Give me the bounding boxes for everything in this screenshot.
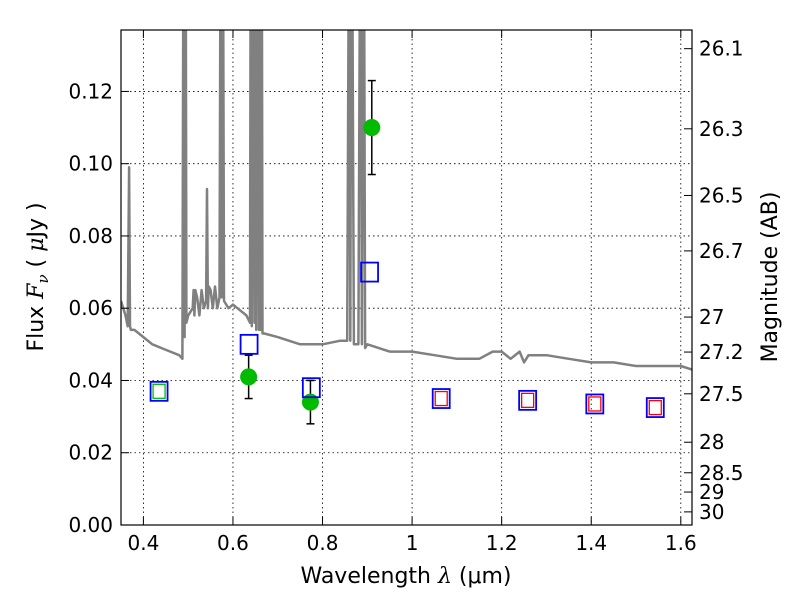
magnitude-tick-label: 27	[699, 305, 724, 329]
model-square-inner	[152, 383, 166, 399]
magnitude-axis-label: Magnitude (AB)	[758, 192, 783, 363]
y-tick-label: 0.00	[68, 513, 113, 537]
magnitude-tick-label: 27.2	[699, 340, 744, 364]
model-square-blue	[301, 377, 321, 399]
spectrum-line	[121, 30, 692, 371]
y-tick-label: 0.04	[68, 368, 113, 392]
x-tick-label: 0.4	[127, 531, 159, 555]
model-square-inner	[588, 396, 602, 412]
magnitude-tick-label: 30	[699, 500, 724, 524]
model-square-blue	[518, 389, 538, 411]
model-square-blue	[239, 333, 259, 355]
magnitude-tick-label: 26.5	[699, 183, 744, 207]
x-tick-label: 1.4	[575, 531, 607, 555]
x-tick-label: 1.2	[486, 531, 518, 555]
y-tick-label: 0.10	[68, 152, 113, 176]
model-square-blue	[431, 388, 451, 409]
magnitude-tick-label: 28	[699, 430, 724, 454]
model-square-inner	[520, 392, 535, 408]
model-square-blue	[149, 380, 169, 402]
observed-point	[363, 119, 381, 137]
y-tick-label: 0.06	[68, 296, 113, 320]
y-axis-label: Flux Fν ( μJy )	[24, 202, 52, 351]
magnitude-tick-label: 28.5	[699, 461, 744, 485]
plot-area	[121, 30, 692, 525]
observed-point	[301, 393, 319, 411]
y-tick-label: 0.08	[68, 224, 113, 248]
y-tick-label: 0.02	[68, 441, 113, 465]
magnitude-tick-label: 26.7	[699, 239, 744, 263]
y-tick-label: 0.12	[68, 79, 113, 103]
magnitude-tick-label: 27.5	[699, 382, 744, 406]
x-tick-label: 0.6	[217, 531, 249, 555]
magnitude-tick-label: 26.1	[699, 37, 744, 61]
magnitude-tick-label: 29	[699, 480, 724, 504]
magnitude-tick-label: 26.3	[699, 117, 744, 141]
model-square-blue	[645, 397, 665, 418]
x-tick-label: 1.6	[665, 531, 697, 555]
model-square-blue	[360, 261, 379, 283]
model-square-inner	[648, 399, 662, 416]
model-square-inner	[434, 390, 448, 407]
observed-point	[240, 368, 258, 386]
x-axis-label: Wavelength λ (μm)	[300, 564, 511, 589]
plot-frame	[120, 29, 693, 526]
x-tick-label: 0.8	[307, 531, 339, 555]
model-square-blue	[585, 393, 605, 415]
ticks: 0.4 0.6 0.8 1 1.2 1.4 1.6 0.00 0.02 0.04 0.06 0.08 0…	[68, 30, 744, 555]
x-tick-label: 1	[406, 531, 419, 555]
markers	[149, 79, 665, 425]
